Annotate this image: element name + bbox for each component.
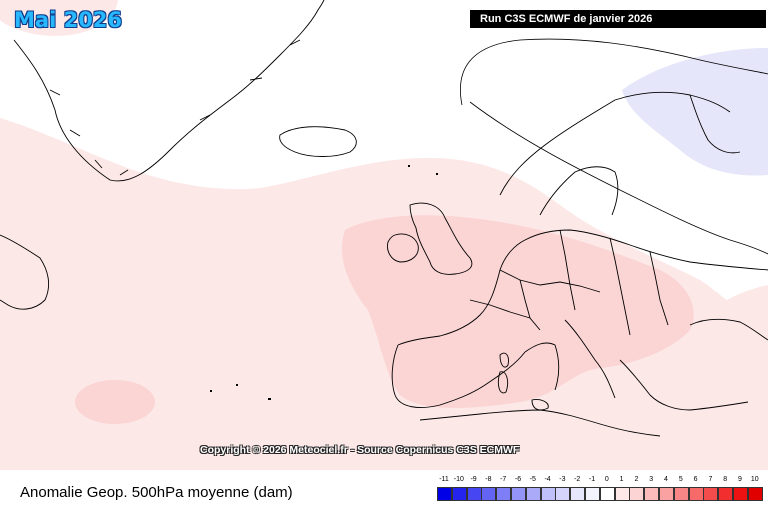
negative-anomaly-area: [622, 48, 768, 176]
legend-tick-label: 2: [634, 476, 639, 483]
legend-tick-label: -3: [559, 476, 566, 483]
legend-tick-label: -7: [500, 476, 507, 483]
anomaly-shading: [0, 0, 768, 470]
legend-tick-label: -4: [544, 476, 551, 483]
legend-swatch: [659, 487, 674, 501]
legend-tick-label: 6: [693, 476, 698, 483]
legend-tick-label: 4: [664, 476, 668, 483]
legend-tick-label: -6: [514, 476, 522, 483]
legend-swatch: [644, 487, 660, 501]
legend-tick-label: -1: [588, 476, 596, 483]
legend-tick-label: 0: [604, 476, 609, 483]
legend-swatch: [451, 487, 467, 501]
legend-swatch: [703, 487, 719, 501]
stronger-anomaly-atlantic: [75, 380, 155, 424]
legend-swatch: [437, 487, 452, 501]
legend-tick-label: -11: [439, 476, 449, 483]
weak-positive-east-edge: [700, 285, 768, 345]
island-marks: [210, 165, 438, 400]
legend-swatch: [570, 487, 586, 501]
legend-swatch: [496, 487, 512, 501]
coastlines: [0, 0, 768, 437]
legend-tick-label: 7: [708, 476, 713, 483]
copyright-notice: Copyright © 2026 Meteociel.fr - Source C…: [200, 444, 520, 456]
legend-tick-label: -8: [485, 476, 492, 483]
legend-tick-label: -10: [453, 476, 464, 483]
legend-tick-label: 1: [619, 476, 624, 483]
legend-tick-label: 8: [723, 476, 728, 483]
europe-anomaly-map: [0, 0, 768, 470]
legend-swatch: [614, 487, 630, 501]
map-title: Mai 2026: [14, 8, 123, 32]
legend-swatch: [733, 487, 748, 501]
legend-swatch: [540, 487, 556, 501]
legend-swatch: [688, 487, 704, 501]
legend-swatch: [718, 487, 734, 501]
legend-tick-label: 3: [649, 476, 654, 483]
legend-swatch: [555, 487, 571, 501]
positive-anomaly-corner: [0, 0, 118, 36]
legend-swatch: [585, 487, 600, 501]
legend-swatch: [673, 487, 689, 501]
legend-tick-label: 5: [678, 476, 683, 483]
legend-swatch: [599, 487, 615, 501]
legend-swatch: [525, 487, 541, 501]
legend-tick-label: -5: [529, 476, 536, 483]
footer-bar: Anomalie Geop. 500hPa moyenne (dam) -11-…: [0, 470, 768, 512]
legend-swatch: [466, 487, 482, 501]
legend-swatch: [629, 487, 645, 501]
stronger-anomaly-europe: [342, 215, 694, 408]
legend-swatch: [511, 487, 526, 501]
run-label: Run C3S ECMWF de janvier 2026: [470, 10, 766, 28]
field-label: Anomalie Geop. 500hPa moyenne (dam): [20, 484, 293, 501]
legend-tick-label: 9: [738, 476, 742, 483]
legend-swatch: [747, 487, 763, 501]
contour-lines: [460, 38, 768, 255]
legend-tick-label: -9: [470, 476, 477, 483]
legend-tick-label: 10: [750, 476, 759, 483]
legend-swatch: [481, 487, 497, 501]
legend-tick-label: -2: [574, 476, 581, 483]
